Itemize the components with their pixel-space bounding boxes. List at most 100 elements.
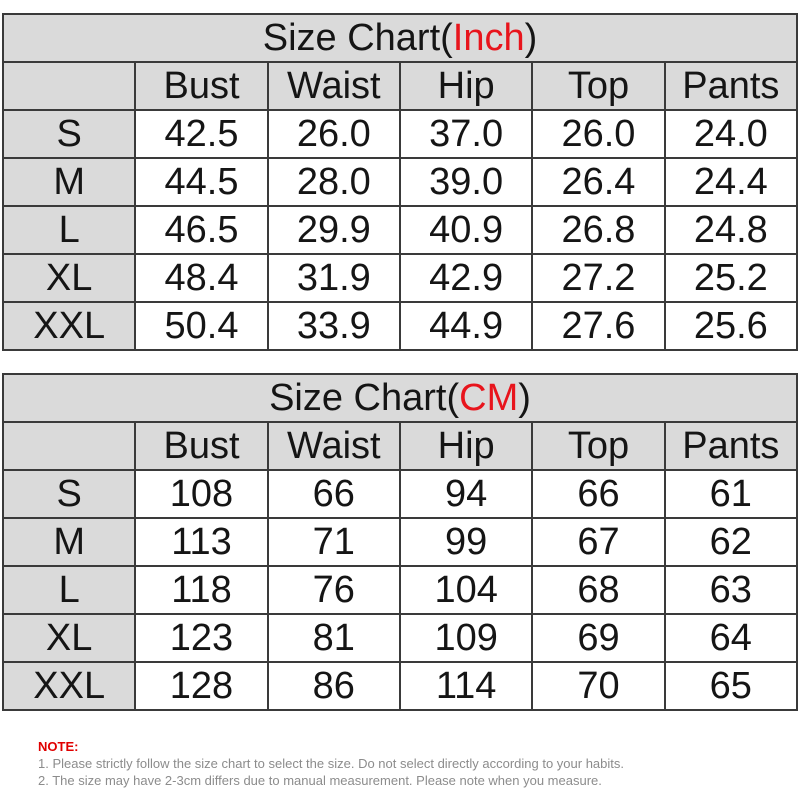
table-row: XL 123 81 109 69 64 bbox=[1, 613, 799, 663]
header-corner-cell bbox=[1, 421, 137, 471]
measurement-cell: 66 bbox=[531, 469, 666, 519]
column-header: Hip bbox=[398, 61, 534, 111]
measurement-cell: 66 bbox=[266, 469, 401, 519]
measurement-cell: 71 bbox=[266, 517, 401, 567]
measurement-cell: 65 bbox=[663, 661, 799, 711]
measurement-cell: 24.0 bbox=[663, 109, 799, 159]
title-unit: Inch bbox=[452, 17, 525, 59]
table-row: XL 48.4 31.9 42.9 27.2 25.2 bbox=[1, 253, 799, 303]
title-suffix: ) bbox=[518, 377, 531, 419]
measurement-cell: 27.6 bbox=[531, 301, 666, 351]
table-row: S 108 66 94 66 61 bbox=[1, 469, 799, 519]
title-prefix: Size Chart( bbox=[262, 17, 453, 59]
measurement-cell: 68 bbox=[531, 565, 666, 615]
size-label: XL bbox=[1, 253, 137, 303]
header-row: Bust Waist Hip Top Pants bbox=[1, 61, 799, 111]
size-label: S bbox=[1, 469, 137, 519]
measurement-cell: 118 bbox=[134, 565, 269, 615]
measurement-cell: 26.0 bbox=[266, 109, 401, 159]
measurement-cell: 25.2 bbox=[663, 253, 799, 303]
measurement-cell: 46.5 bbox=[134, 205, 269, 255]
measurement-cell: 25.6 bbox=[663, 301, 799, 351]
title-suffix: ) bbox=[524, 17, 538, 59]
header-corner-cell bbox=[1, 61, 137, 111]
measurement-cell: 123 bbox=[134, 613, 269, 663]
measurement-cell: 26.4 bbox=[531, 157, 666, 207]
column-header: Bust bbox=[134, 421, 269, 471]
measurement-cell: 24.8 bbox=[663, 205, 799, 255]
size-chart-cm-table: Size Chart(CM) Bust Waist Hip Top Pants S 108 66… bbox=[1, 373, 799, 711]
table-row: XXL 128 86 114 70 65 bbox=[1, 661, 799, 711]
size-label: L bbox=[1, 565, 137, 615]
column-header: Hip bbox=[398, 421, 534, 471]
column-header: Pants bbox=[663, 61, 799, 111]
measurement-cell: 26.8 bbox=[531, 205, 666, 255]
measurement-cell: 94 bbox=[398, 469, 534, 519]
column-header: Waist bbox=[266, 421, 401, 471]
size-label: L bbox=[1, 205, 137, 255]
measurement-cell: 48.4 bbox=[134, 253, 269, 303]
column-header: Pants bbox=[663, 421, 799, 471]
measurement-cell: 28.0 bbox=[266, 157, 401, 207]
measurement-cell: 76 bbox=[266, 565, 401, 615]
header-row: Bust Waist Hip Top Pants bbox=[1, 421, 799, 471]
measurement-cell: 81 bbox=[266, 613, 401, 663]
table-row: M 113 71 99 67 62 bbox=[1, 517, 799, 567]
measurement-cell: 86 bbox=[266, 661, 401, 711]
measurement-cell: 113 bbox=[134, 517, 269, 567]
measurement-cell: 70 bbox=[531, 661, 666, 711]
measurement-cell: 42.9 bbox=[398, 253, 534, 303]
measurement-cell: 37.0 bbox=[398, 109, 534, 159]
measurement-cell: 61 bbox=[663, 469, 799, 519]
table-row: L 118 76 104 68 63 bbox=[1, 565, 799, 615]
column-header: Bust bbox=[134, 61, 269, 111]
table-row: L 46.5 29.9 40.9 26.8 24.8 bbox=[1, 205, 799, 255]
title-unit: CM bbox=[459, 377, 519, 419]
size-label: M bbox=[1, 157, 137, 207]
table-row: S 42.5 26.0 37.0 26.0 24.0 bbox=[1, 109, 799, 159]
measurement-cell: 29.9 bbox=[266, 205, 401, 255]
measurement-cell: 62 bbox=[663, 517, 799, 567]
measurement-cell: 64 bbox=[663, 613, 799, 663]
table-row: M 44.5 28.0 39.0 26.4 24.4 bbox=[1, 157, 799, 207]
measurement-cell: 69 bbox=[531, 613, 666, 663]
table-row: XXL 50.4 33.9 44.9 27.6 25.6 bbox=[1, 301, 799, 351]
measurement-cell: 63 bbox=[663, 565, 799, 615]
measurement-cell: 42.5 bbox=[134, 109, 269, 159]
measurement-cell: 67 bbox=[531, 517, 666, 567]
size-label: XL bbox=[1, 613, 137, 663]
measurement-cell: 24.4 bbox=[663, 157, 799, 207]
measurement-cell: 44.5 bbox=[134, 157, 269, 207]
measurement-cell: 109 bbox=[398, 613, 534, 663]
table-title: Size Chart(Inch) bbox=[2, 13, 798, 63]
size-label: M bbox=[1, 517, 137, 567]
measurement-cell: 50.4 bbox=[134, 301, 269, 351]
measurement-cell: 128 bbox=[134, 661, 269, 711]
notes: NOTE: 1. Please strictly follow the size… bbox=[38, 738, 624, 789]
measurement-cell: 39.0 bbox=[398, 157, 534, 207]
measurement-cell: 27.2 bbox=[531, 253, 666, 303]
measurement-cell: 108 bbox=[134, 469, 269, 519]
measurement-cell: 31.9 bbox=[266, 253, 401, 303]
column-header: Top bbox=[531, 61, 666, 111]
measurement-cell: 26.0 bbox=[531, 109, 666, 159]
measurement-cell: 33.9 bbox=[266, 301, 401, 351]
title-row: Size Chart(CM) bbox=[2, 373, 798, 423]
size-label: XXL bbox=[1, 661, 137, 711]
note-line-1: 1. Please strictly follow the size chart… bbox=[38, 756, 624, 771]
column-header: Waist bbox=[266, 61, 401, 111]
size-chart-inch-table: Size Chart(Inch) Bust Waist Hip Top Pants S 42.… bbox=[1, 13, 799, 351]
measurement-cell: 99 bbox=[398, 517, 534, 567]
title-prefix: Size Chart( bbox=[269, 377, 460, 419]
note-title: NOTE: bbox=[38, 739, 79, 754]
measurement-cell: 44.9 bbox=[398, 301, 534, 351]
size-label: S bbox=[1, 109, 137, 159]
measurement-cell: 114 bbox=[398, 661, 534, 711]
measurement-cell: 40.9 bbox=[398, 205, 534, 255]
size-label: XXL bbox=[1, 301, 137, 351]
column-header: Top bbox=[531, 421, 666, 471]
table-title: Size Chart(CM) bbox=[2, 373, 798, 423]
title-row: Size Chart(Inch) bbox=[2, 13, 798, 63]
note-line-2: 2. The size may have 2-3cm differs due t… bbox=[38, 773, 602, 788]
measurement-cell: 104 bbox=[398, 565, 534, 615]
